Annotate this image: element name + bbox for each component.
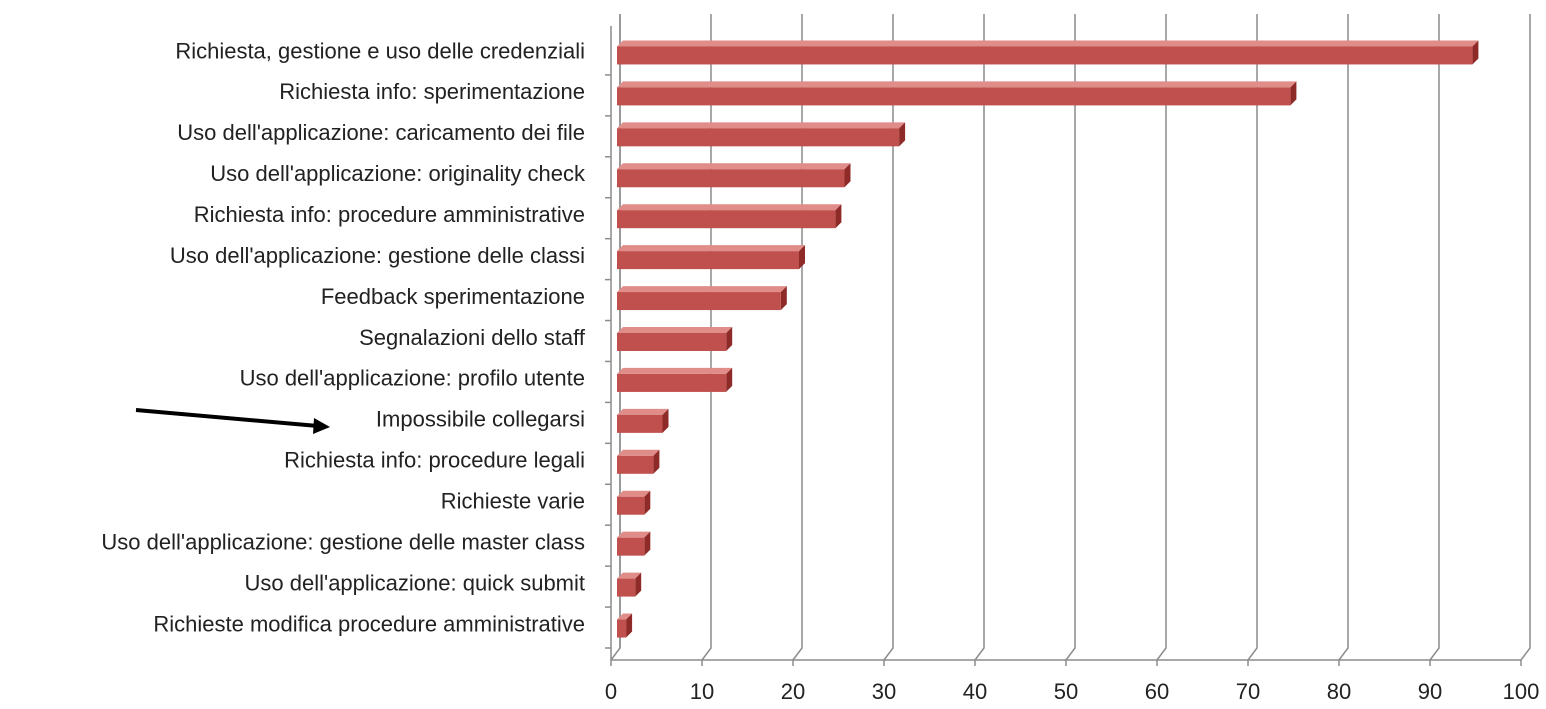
bar-front [617,128,900,147]
grid-line [1520,14,1531,661]
y-tick-label: Feedback sperimentazione [321,284,585,309]
y-tick-label: Uso dell'applicazione: gestione delle cl… [170,243,585,268]
bar [617,81,1297,106]
x-tick-label: 70 [1236,679,1260,704]
bar-top [617,367,733,374]
bar-top [617,122,906,129]
annotation-arrow [135,408,330,434]
x-tick-label: 0 [605,679,617,704]
bar-front [617,333,727,351]
bar [617,286,787,311]
y-tick-label: Richiesta info: procedure amministrative [194,202,585,227]
bar-side [726,327,733,351]
bar-side [662,408,669,433]
bar-top [617,572,642,579]
bar [617,572,642,597]
bar-top [617,81,1297,88]
bar-top [617,163,851,170]
bar-front [617,210,836,229]
grid-line [1247,14,1258,661]
y-tick-label: Richieste modifica procedure amministrat… [153,611,585,636]
bar-front [617,496,645,515]
bar-side [726,367,733,392]
bar [617,327,733,351]
bar-front [617,414,663,433]
bar-front [617,292,781,311]
x-tick-label: 10 [690,679,714,704]
bar-top [617,204,842,211]
x-tick-label: 30 [872,679,896,704]
bar-side [653,449,660,474]
y-tick-label: Uso dell'applicazione: originality check [210,161,586,186]
x-tick-label: 100 [1503,679,1540,704]
bar-front [617,46,1473,65]
bar [617,163,851,188]
bar-top [617,490,651,497]
bar-top [617,327,733,333]
bar [617,408,669,433]
bar-front [617,169,845,188]
grid-line [883,14,894,661]
bar-top [617,408,669,415]
bar [617,613,633,638]
bar-front [617,373,727,392]
x-tick-label: 90 [1418,679,1442,704]
grid-line [1065,14,1076,661]
bar-side [799,245,805,270]
bar-front [617,578,636,597]
bar-side [644,531,651,556]
y-tick-label: Uso dell'applicazione: gestione delle ma… [101,529,585,554]
grid-line [1156,14,1167,661]
bar-side [780,286,787,311]
bar-front [617,455,654,474]
y-tick-label: Segnalazioni dello staff [359,325,586,350]
bar-side [1290,81,1297,106]
x-tick-label: 40 [963,679,987,704]
bar [617,449,660,474]
bar-side [644,490,651,515]
bar-side [1472,40,1479,65]
x-tick-label: 50 [1054,679,1078,704]
bar-front [617,619,627,638]
x-tick-label: 80 [1327,679,1351,704]
grid-line [974,14,985,661]
bar-front [617,87,1291,106]
bar-front [617,251,799,270]
bar-top [617,40,1479,47]
bar-side [835,204,842,229]
y-tick-label: Richiesta info: procedure legali [284,448,585,473]
bar-side [635,572,642,597]
y-tick-label: Impossibile collegarsi [376,407,585,432]
bar-top [617,286,787,293]
bar [617,40,1479,65]
grid-line [1338,14,1349,661]
bar [617,204,842,229]
bar-top [617,449,660,456]
y-tick-label: Uso dell'applicazione: quick submit [245,570,585,595]
x-tick-label: 20 [781,679,805,704]
grid-line [792,14,803,661]
grid-line [1429,14,1440,661]
bar [617,245,805,270]
bar-front [617,537,645,556]
bar-top [617,531,651,538]
bar [617,531,651,556]
y-tick-label: Uso dell'applicazione: caricamento dei f… [177,120,585,145]
bar-side [844,163,851,188]
y-tick-label: Richiesta, gestione e uso delle credenzi… [175,38,585,63]
bar [617,122,906,147]
y-tick-label: Richieste varie [441,489,585,514]
bar-top [617,613,633,620]
y-tick-label: Uso dell'applicazione: profilo utente [240,366,585,391]
bar [617,490,651,515]
bar-top [617,245,805,252]
bar-side [899,122,906,147]
y-tick-label: Richiesta info: sperimentazione [279,79,585,104]
x-tick-label: 60 [1145,679,1169,704]
bar-side [626,613,633,638]
bar [617,367,733,392]
